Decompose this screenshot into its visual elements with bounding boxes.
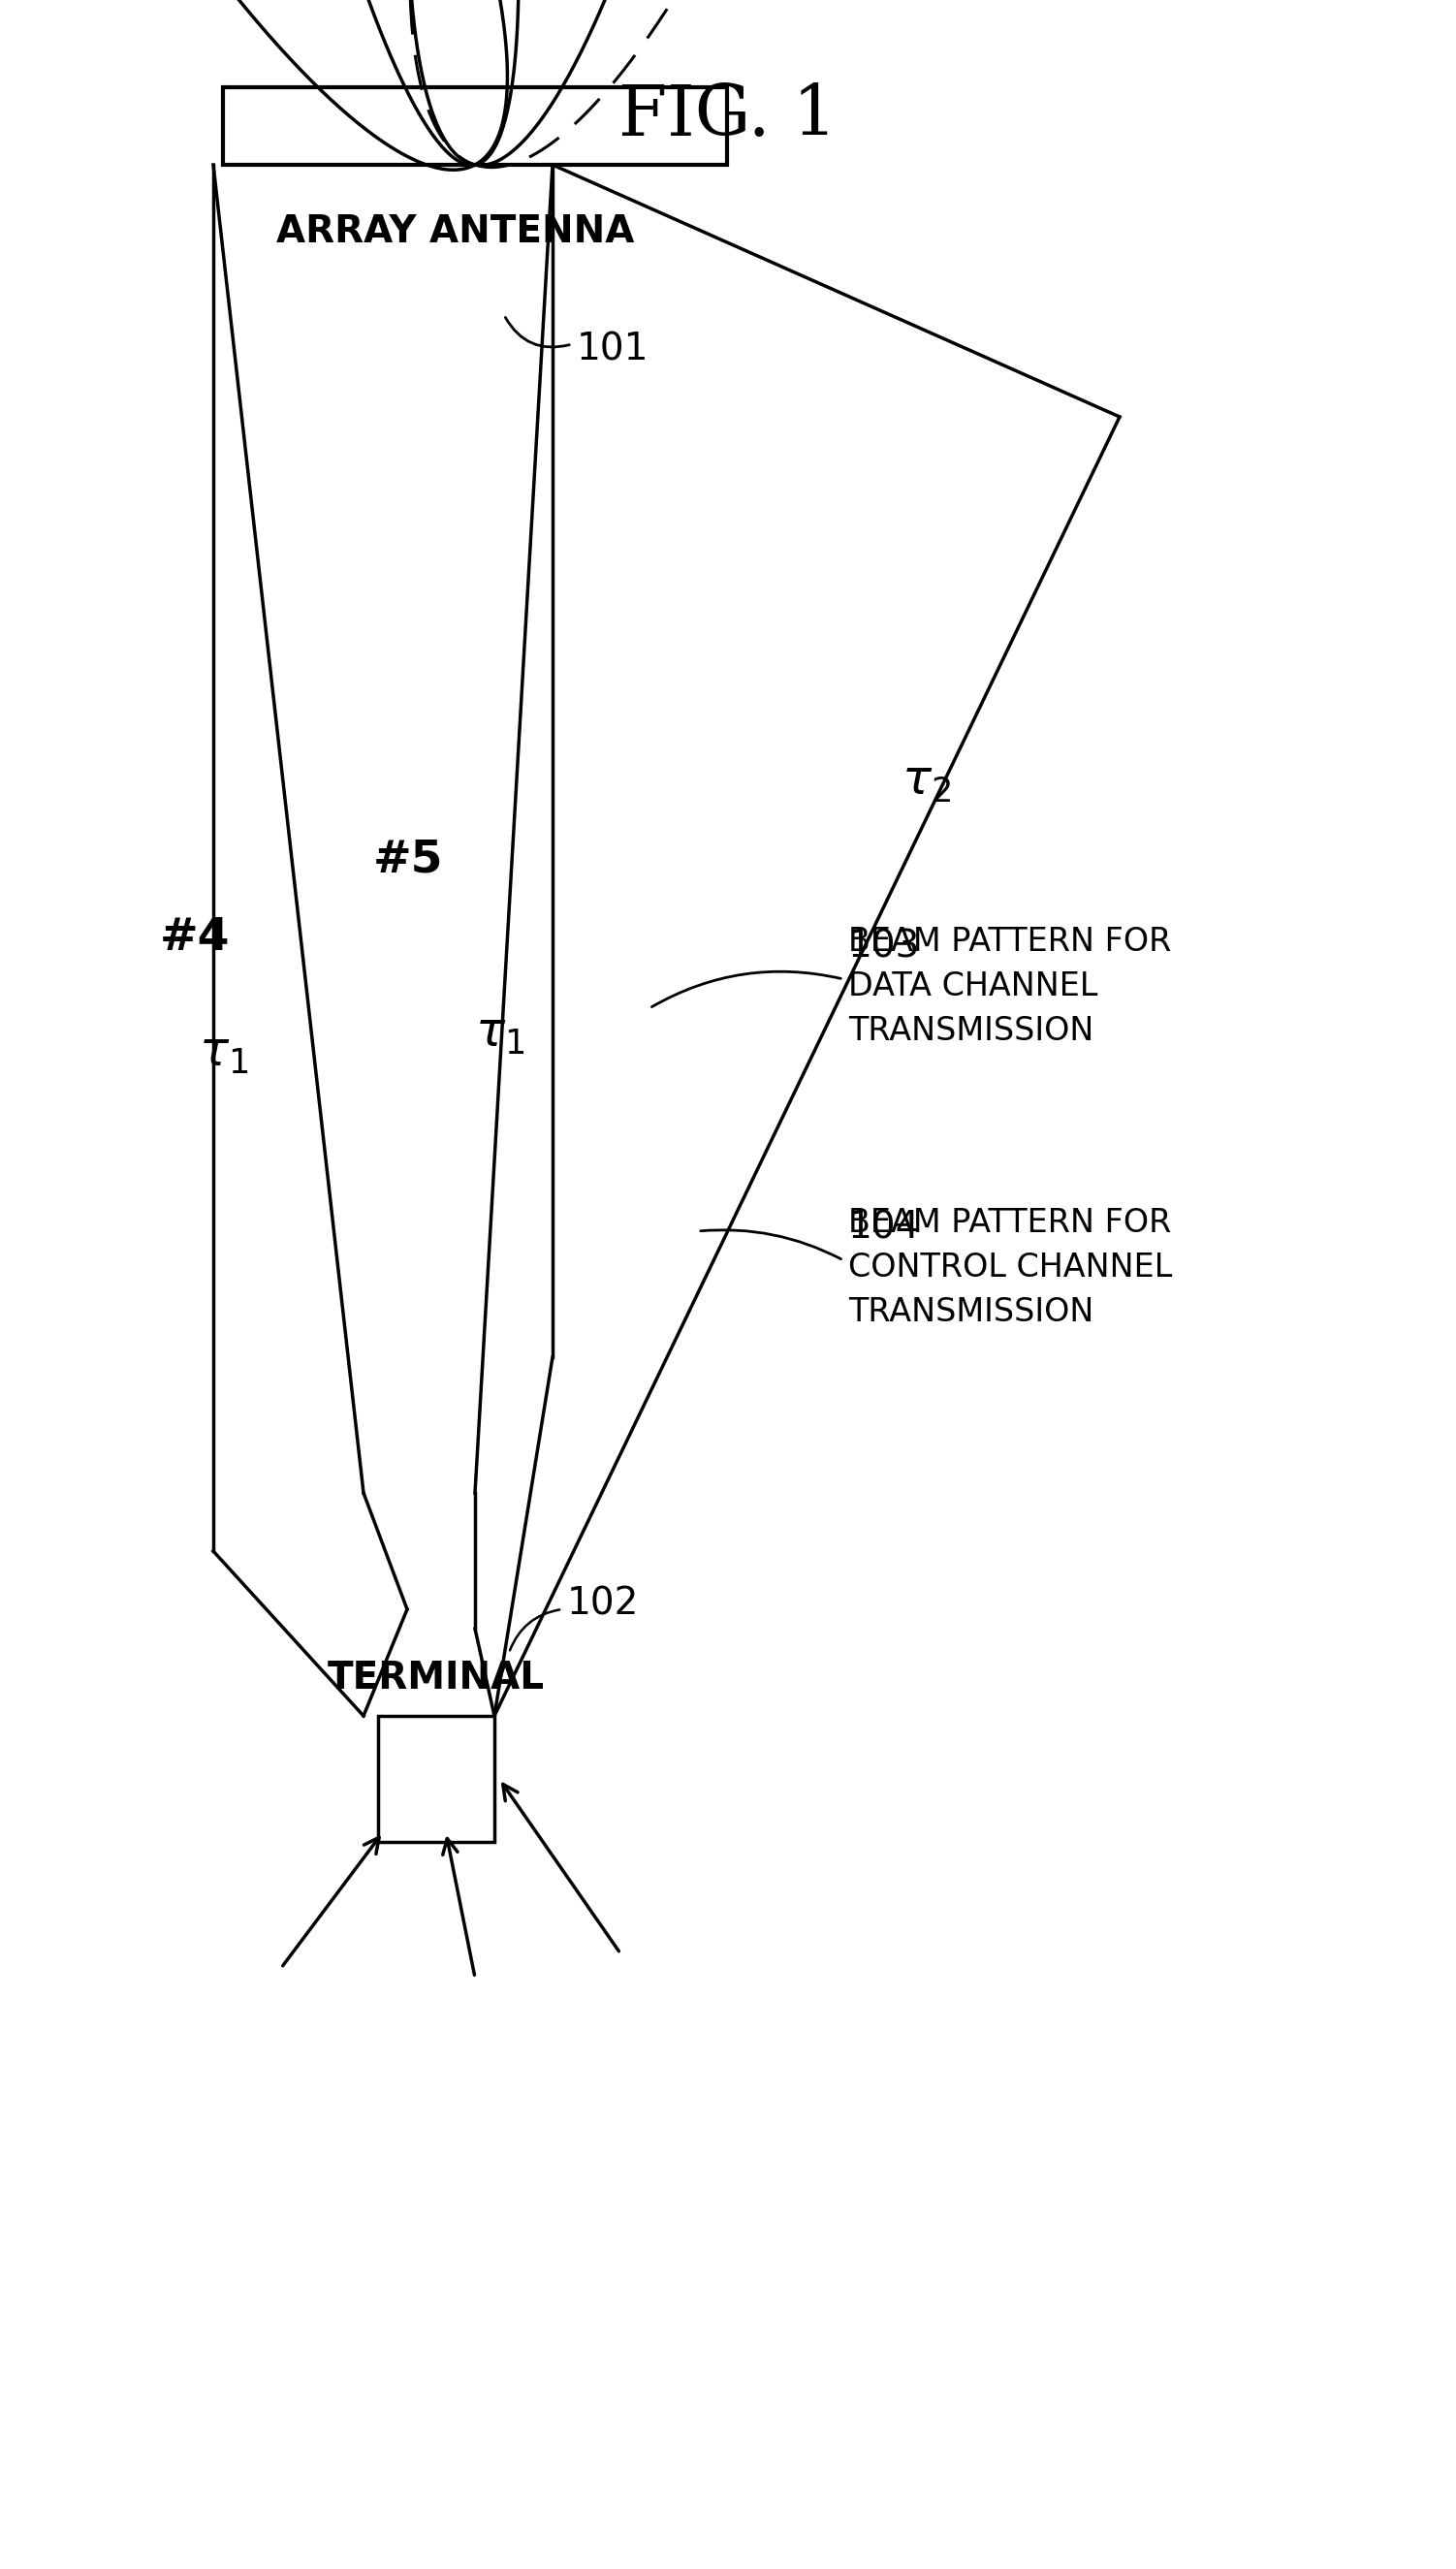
Text: 104: 104 <box>849 1210 920 1246</box>
Bar <box>379 1716 495 1842</box>
Text: 103: 103 <box>849 927 920 963</box>
Text: 102: 102 <box>566 1585 639 1624</box>
Text: TERMINAL: TERMINAL <box>328 1660 545 1696</box>
Text: 101: 101 <box>577 331 649 367</box>
Text: ARRAY ANTENNA: ARRAY ANTENNA <box>277 213 635 249</box>
Text: BEAM PATTERN FOR
CONTROL CHANNEL
TRANSMISSION: BEAM PATTERN FOR CONTROL CHANNEL TRANSMI… <box>849 1207 1172 1328</box>
Text: #4: #4 <box>160 917 230 961</box>
Text: $\tau_1$: $\tau_1$ <box>475 1010 524 1058</box>
Text: #5: #5 <box>373 837 444 881</box>
Text: $\tau_1$: $\tau_1$ <box>198 1030 249 1076</box>
Text: FIG. 1: FIG. 1 <box>619 82 837 152</box>
Bar <box>223 87 727 164</box>
Text: BEAM PATTERN FOR
DATA CHANNEL
TRANSMISSION: BEAM PATTERN FOR DATA CHANNEL TRANSMISSI… <box>849 925 1172 1048</box>
Text: $\tau_2$: $\tau_2$ <box>901 758 951 807</box>
